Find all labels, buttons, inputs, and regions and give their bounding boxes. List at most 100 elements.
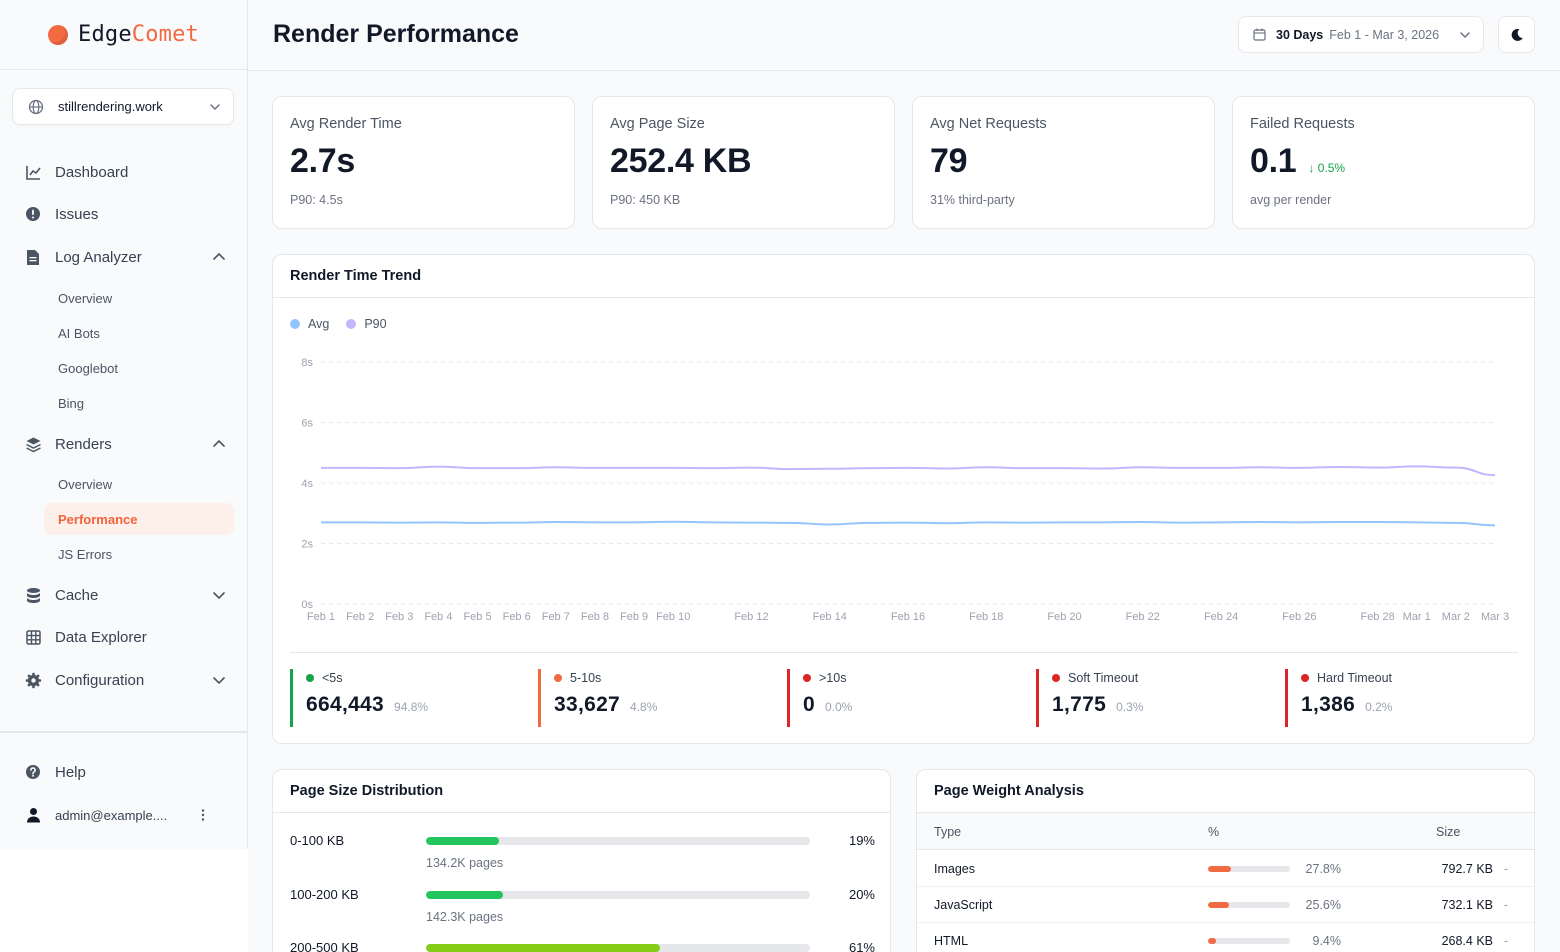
chevron-down-icon (213, 677, 225, 685)
sidebar-subitem-googlebot[interactable]: Googlebot (58, 360, 118, 376)
bucket-value: 1,386 (1301, 693, 1356, 716)
kpi-value: 79 (930, 142, 968, 180)
resource-percent: 27.8% (1305, 862, 1341, 876)
chevron-down-icon (213, 592, 225, 600)
resource-type: JavaScript (934, 898, 993, 912)
status-dot (1052, 674, 1060, 682)
sidebar-subitem-renders-overview[interactable]: Overview (58, 476, 113, 492)
progress-fill (1208, 866, 1231, 872)
table-row[interactable]: HTML 9.4% 268.4 KB - (917, 923, 1534, 952)
bucket-percent: 94.8% (394, 700, 429, 714)
render-time-trend-card: Render Time Trend Avg P90 0s 2s 4s 6s 8s Feb … (272, 254, 1535, 744)
legend-dot (346, 319, 357, 329)
page-weight-analysis-card: Page Weight Analysis Type % Size Images … (916, 769, 1535, 952)
size-bucket-pages: 142.3K pages (426, 910, 504, 924)
sidebar-subitem-performance[interactable]: Performance (44, 503, 234, 535)
kpi-subtext: avg per render (1250, 193, 1332, 207)
progress-fill (1208, 902, 1229, 908)
kpi-card-failed-requests: Failed Requests 0.1 ↓ 0.5% avg per render (1232, 96, 1535, 229)
sidebar-subitem-js-errors[interactable]: JS Errors (58, 546, 113, 562)
chart-line-icon (24, 163, 42, 181)
logo-icon (48, 24, 68, 45)
bucket-percent: 4.8% (630, 700, 658, 714)
bucket-hard-timeout: Hard Timeout 1,386 0.2% (1285, 669, 1392, 727)
user-menu[interactable]: admin@example.... (24, 800, 232, 830)
size-bucket-percent: 61% (848, 940, 875, 952)
status-dot (803, 674, 811, 682)
progress-track (1208, 866, 1290, 872)
column-header-type[interactable]: Type (934, 825, 962, 839)
bucket-label: <5s (322, 671, 343, 685)
column-header-percent[interactable]: % (1208, 825, 1220, 839)
resource-size: 792.7 KB (1441, 862, 1493, 876)
resource-percent: 9.4% (1312, 934, 1342, 948)
user-icon (24, 806, 42, 824)
site-selector[interactable]: stillrendering.work (12, 88, 234, 125)
progress-track (1208, 902, 1290, 908)
sidebar-subitem-ai-bots[interactable]: AI Bots (58, 325, 100, 341)
topbar: Render Performance 30 Days Feb 1 - Mar 3… (248, 0, 1560, 71)
x-tick-label: Feb 16 (891, 611, 925, 623)
progress-track (426, 837, 810, 845)
theme-toggle-button[interactable] (1498, 16, 1535, 53)
kpi-delta-badge: ↓ 0.5% (1308, 161, 1346, 175)
y-tick-label: 2s (301, 539, 313, 551)
sidebar-subitem-log-overview[interactable]: Overview (58, 290, 113, 306)
sidebar-item-issues[interactable]: Issues (24, 199, 232, 229)
x-tick-label: Feb 20 (1047, 611, 1081, 623)
size-bucket-label: 0-100 KB (290, 833, 345, 848)
bucket-under-5s: <5s 664,443 94.8% (290, 669, 428, 727)
moon-icon (1511, 28, 1523, 41)
bucket-value: 664,443 (306, 693, 385, 716)
gear-icon (24, 671, 42, 689)
sidebar-item-cache[interactable]: Cache (24, 580, 232, 610)
brand-name-part2: Comet (131, 22, 200, 47)
progress-fill (1208, 938, 1216, 944)
sidebar-item-label: Renders (55, 435, 112, 453)
x-tick-label: Feb 4 (424, 611, 452, 623)
x-tick-label: Feb 3 (385, 611, 413, 623)
chevron-up-icon (213, 252, 225, 260)
column-header-size[interactable]: Size (1436, 825, 1461, 839)
card-title: Render Time Trend (273, 255, 1534, 298)
date-range-text: Feb 1 - Mar 3, 2026 (1329, 27, 1440, 42)
resource-type: Images (934, 862, 975, 876)
legend-item-p90[interactable]: P90 (346, 317, 387, 331)
sidebar-item-help[interactable]: Help (24, 757, 232, 787)
table-row[interactable]: JavaScript 25.6% 732.1 KB - (917, 887, 1534, 923)
sidebar-item-renders[interactable]: Renders (24, 429, 232, 459)
page-size-distribution-card: Page Size Distribution 0-100 KB 19% 134.… (272, 769, 891, 952)
progress-fill (426, 891, 503, 899)
x-tick-label: Feb 1 (307, 611, 335, 623)
sidebar-item-label: Cache (55, 586, 99, 604)
sidebar-item-label: Help (55, 763, 86, 781)
kpi-label: Avg Page Size (610, 116, 705, 132)
render-time-chart: 0s 2s 4s 6s 8s Feb 1 Feb 2 Feb 3 Feb 4 Feb 5 Feb 6… (301, 357, 1509, 623)
bucket-label: 5-10s (570, 671, 602, 685)
legend-dot (290, 319, 300, 329)
size-bucket-percent: 19% (848, 833, 875, 848)
progress-fill (426, 944, 661, 952)
sidebar-item-data-explorer[interactable]: Data Explorer (24, 622, 232, 652)
series-line-avg (320, 520, 1496, 527)
x-tick-label: Feb 6 (503, 611, 531, 623)
sidebar-subitem-bing[interactable]: Bing (58, 395, 85, 411)
resource-percent: 25.6% (1305, 898, 1341, 912)
chart-legend: Avg P90 (290, 317, 404, 331)
brand-name-part1: Edge (78, 22, 132, 47)
brand-logo[interactable]: EdgeComet (0, 0, 247, 70)
kpi-card-avg-net-requests: Avg Net Requests 79 31% third-party (912, 96, 1215, 229)
x-tick-label: Mar 3 (1481, 611, 1509, 623)
sidebar-divider (0, 731, 247, 733)
sidebar-item-dashboard[interactable]: Dashboard (24, 157, 232, 187)
sidebar-item-configuration[interactable]: Configuration (24, 665, 232, 695)
x-tick-label: Mar 1 (1403, 611, 1431, 623)
bucket-percent: 0.0% (824, 700, 853, 714)
table-row[interactable]: Images 27.8% 792.7 KB - (917, 851, 1534, 887)
legend-item-avg[interactable]: Avg (290, 317, 329, 331)
date-range-picker[interactable]: 30 Days Feb 1 - Mar 3, 2026 (1238, 16, 1484, 53)
sidebar-item-log-analyzer[interactable]: Log Analyzer (24, 242, 232, 272)
series-line-p90 (321, 465, 1496, 477)
brand-name: EdgeComet (78, 22, 199, 47)
more-vertical-icon[interactable] (196, 808, 210, 822)
